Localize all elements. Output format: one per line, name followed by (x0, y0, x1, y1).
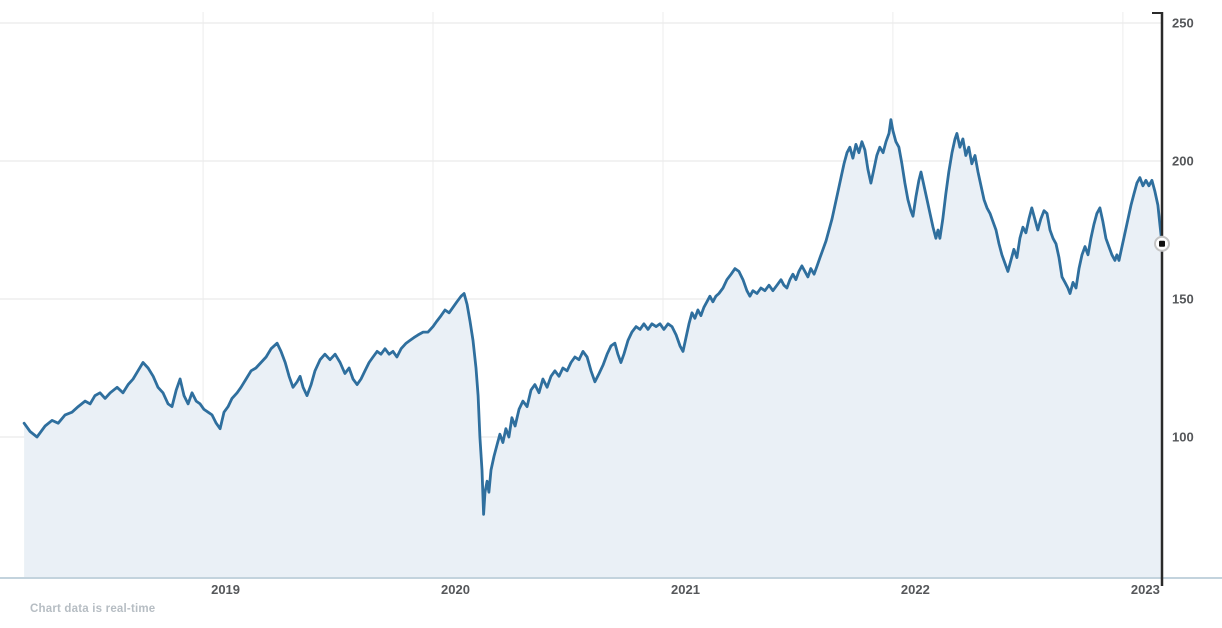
x-axis-label: 2020 (441, 582, 470, 597)
x-axis-label: 2021 (671, 582, 700, 597)
y-axis-label: 150 (1172, 292, 1194, 307)
chart-footer-note: Chart data is real-time (30, 603, 156, 615)
x-axis-label: 2023 (1131, 582, 1160, 597)
current-price-marker-dot (1159, 240, 1165, 247)
x-axis-label: 2019 (211, 582, 240, 597)
y-axis-label: 250 (1172, 16, 1194, 31)
y-axis-label: 100 (1172, 430, 1194, 445)
price-line (22, 118, 1164, 516)
x-axis-label: 2022 (901, 582, 930, 597)
price-area-fill (24, 119, 1163, 578)
y-axis-label: 200 (1172, 154, 1194, 169)
